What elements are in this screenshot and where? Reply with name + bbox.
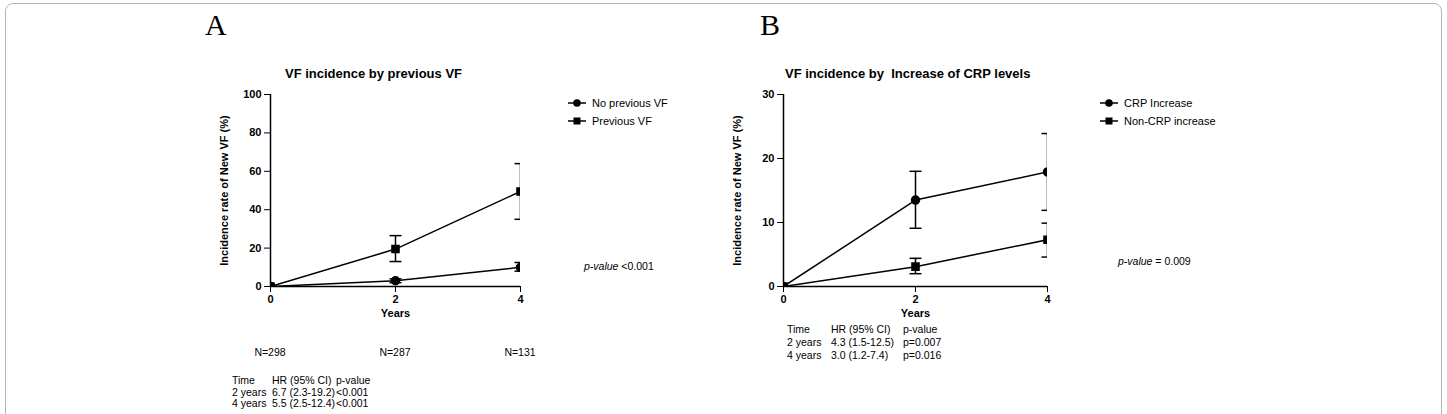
svg-text:20: 20 (249, 242, 261, 254)
html-text:HR (95% CI): HR (95% CI) (831, 323, 891, 335)
svg-text:10: 10 (762, 216, 774, 228)
html-text:p-value = 0.009: p-value = 0.009 (1118, 255, 1191, 267)
html-text:p=0.016: p=0.016 (903, 349, 942, 361)
svg-text:Incidence rate of New VF (%): Incidence rate of New VF (%) (731, 115, 743, 266)
html-text:4 years: 4 years (232, 397, 267, 409)
svg-text:Years: Years (381, 307, 410, 319)
html-text:Time: Time (787, 323, 810, 335)
svg-text:Years: Years (901, 307, 930, 319)
svg-text:60: 60 (249, 165, 261, 177)
svg-text:0: 0 (780, 293, 786, 305)
svg-text:30: 30 (762, 88, 774, 100)
svg-text:0: 0 (255, 280, 261, 292)
html-text:Non-CRP increase: Non-CRP increase (1124, 115, 1216, 127)
svg-text:80: 80 (249, 126, 261, 138)
html-text:Time: Time (232, 374, 255, 386)
svg-text:4: 4 (517, 293, 524, 305)
html-text:4 years: 4 years (787, 349, 822, 361)
html-text:4.3 (1.5-12.5): 4.3 (1.5-12.5) (831, 336, 894, 348)
html-text:CRP Increase: CRP Increase (1124, 97, 1193, 109)
svg-text:100: 100 (243, 88, 261, 100)
svg-text:0: 0 (267, 293, 273, 305)
html-text:N=287: N=287 (379, 346, 411, 358)
html-text:p=0.007: p=0.007 (903, 336, 942, 348)
svg-text:40: 40 (249, 203, 261, 215)
html-text:VF incidence by Increase of CR: VF incidence by Increase of CRP levels (785, 66, 1031, 81)
svg-text:20: 20 (762, 152, 774, 164)
html-text:2 years: 2 years (787, 336, 822, 348)
html-text:5.5 (2.5-12.4) <0.001: 5.5 (2.5-12.4) <0.001 (272, 397, 369, 409)
html-text:2 years: 2 years (232, 385, 267, 398)
html-text:N=298: N=298 (254, 346, 286, 358)
html-text:6.7 (2.3-19.2) <0.001: 6.7 (2.3-19.2) <0.001 (272, 385, 369, 398)
html-text:N=131: N=131 (504, 346, 536, 358)
svg-text:0: 0 (768, 280, 774, 292)
svg-text:2: 2 (392, 293, 398, 305)
svg-text:4: 4 (1044, 293, 1051, 305)
svg-text:2: 2 (912, 293, 918, 305)
html-text:No previous VF: No previous VF (592, 97, 668, 109)
html-text:VF incidence by previous VF: VF incidence by previous VF (285, 66, 462, 81)
html-text:p-value <0.001: p-value <0.001 (584, 260, 654, 272)
html-text:A: A (205, 8, 227, 41)
html-text:Previous VF: Previous VF (592, 115, 652, 127)
svg-text:Incidence rate of New VF (%): Incidence rate of New VF (%) (218, 115, 230, 266)
html-text:HR (95% CI) p-value: HR (95% CI) p-value (272, 374, 371, 386)
html-text:3.0 (1.2-7.4): 3.0 (1.2-7.4) (831, 349, 889, 361)
html-text:B: B (760, 8, 780, 41)
html-text:p-value: p-value (903, 323, 938, 335)
